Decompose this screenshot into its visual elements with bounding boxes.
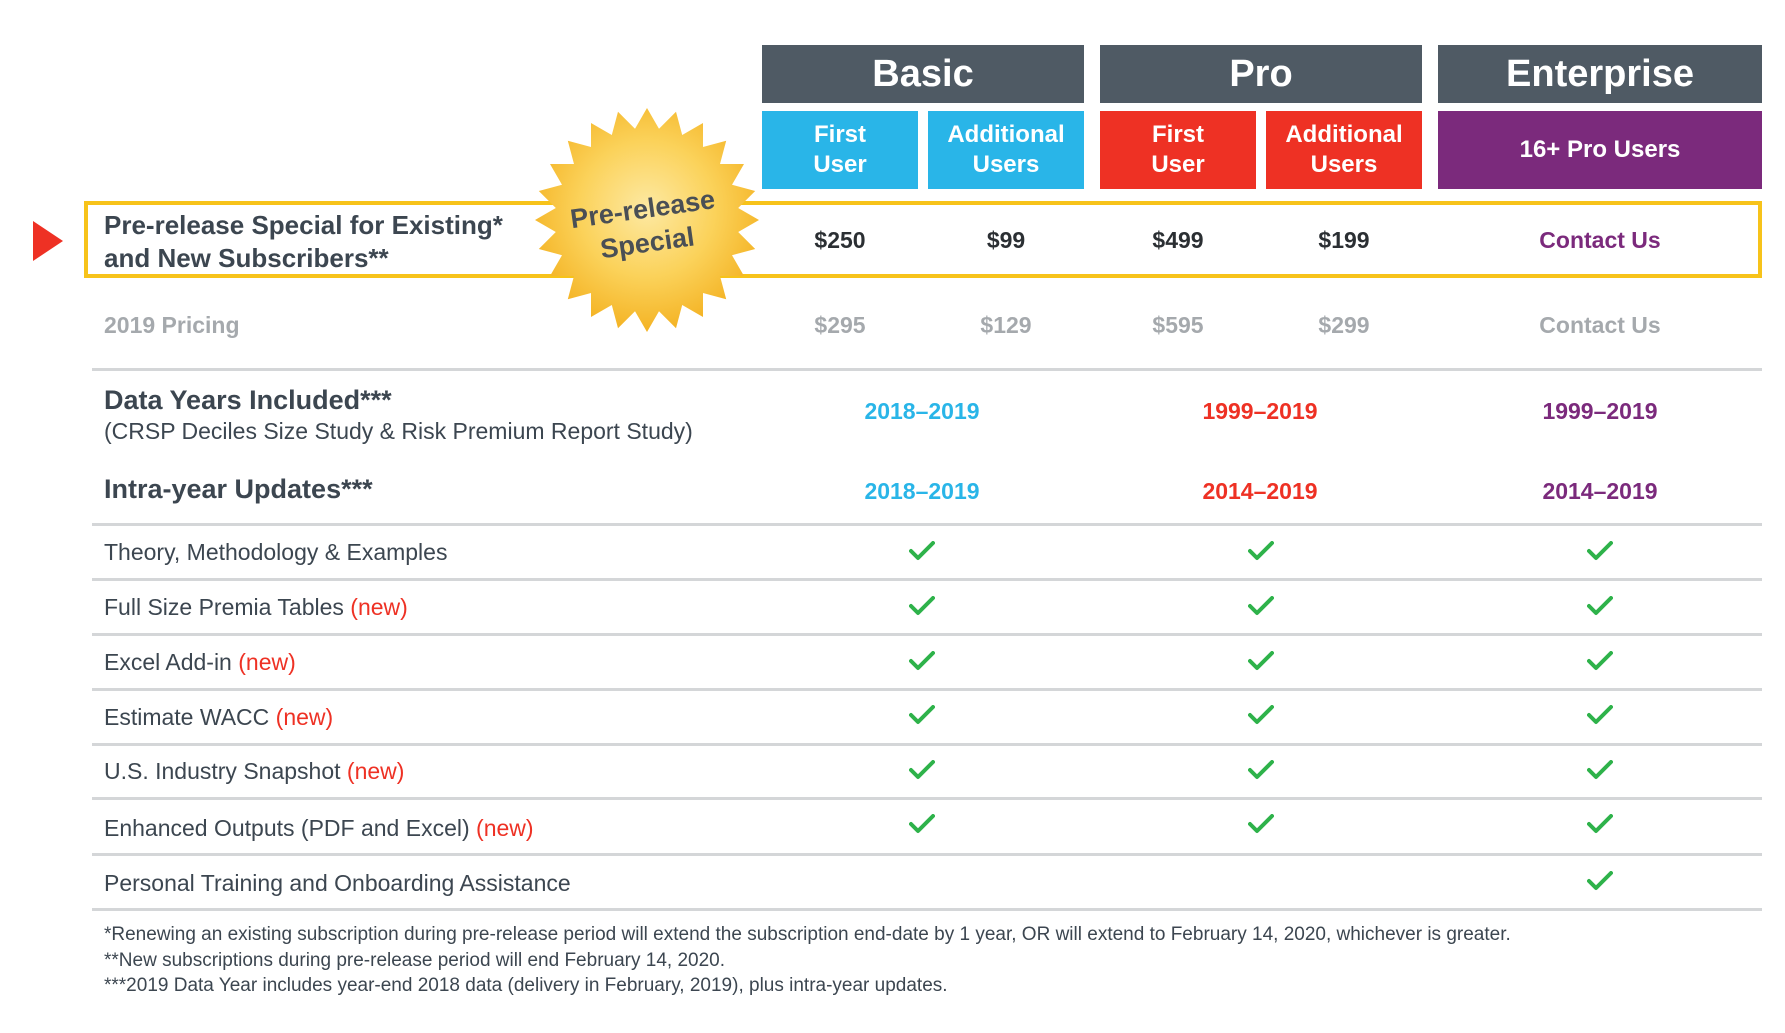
check-icon <box>1587 541 1613 561</box>
special-price-basic-first: $250 <box>814 227 866 253</box>
pricing-2019-basic-additional: $129 <box>980 312 1032 338</box>
check-icon <box>1248 541 1274 561</box>
feature-row-label: Excel Add-in (new) <box>104 649 296 676</box>
feature-name: Personal Training and Onboarding Assista… <box>104 870 571 896</box>
check-icon <box>1587 651 1613 671</box>
intra-year-basic: 2018–2019 <box>864 478 980 504</box>
footnote-3: ***2019 Data Year includes year-end 2018… <box>104 975 948 996</box>
data-years-title: Data Years Included*** <box>104 385 392 415</box>
data-years-enterprise: 1999–2019 <box>1542 398 1658 424</box>
check-icon <box>909 596 935 616</box>
data-years-basic: 2018–2019 <box>864 398 980 424</box>
feature-row-label: Enhanced Outputs (PDF and Excel) (new) <box>104 815 534 842</box>
footnote-2: **New subscriptions during pre-release p… <box>104 950 725 971</box>
tier-header-pro: Pro <box>1100 45 1422 103</box>
check-icon <box>909 760 935 780</box>
new-tag: (new) <box>275 704 334 730</box>
starburst-badge <box>535 108 759 332</box>
basic-additional-users-header: Additional Users <box>928 111 1084 189</box>
intra-year-title: Intra-year Updates*** <box>104 474 373 504</box>
row-divider <box>92 578 1762 581</box>
check-icon <box>1587 705 1613 725</box>
tier-header-basic: Basic <box>762 45 1084 103</box>
section-divider <box>92 368 1762 371</box>
row-divider <box>92 797 1762 800</box>
data-years-subtitle: (CRSP Deciles Size Study & Risk Premium … <box>104 418 693 444</box>
enterprise-sub-header: 16+ Pro Users <box>1438 111 1762 189</box>
special-price-enterprise: Contact Us <box>1539 227 1661 253</box>
check-icon <box>1248 705 1274 725</box>
pricing-2019-enterprise: Contact Us <box>1539 312 1661 338</box>
new-tag: (new) <box>476 815 534 841</box>
check-icon <box>1587 871 1613 891</box>
check-icon <box>1248 596 1274 616</box>
feature-row-label: Theory, Methodology & Examples <box>104 539 447 566</box>
feature-name: Full Size Premia Tables <box>104 594 344 620</box>
check-icon <box>909 705 935 725</box>
pricing-2019-pro-additional: $299 <box>1318 312 1370 338</box>
data-years-pro: 1999–2019 <box>1202 398 1318 424</box>
feature-row-label: Full Size Premia Tables (new) <box>104 594 408 621</box>
special-price-pro-additional: $199 <box>1318 227 1370 253</box>
triangle-pointer-icon <box>33 221 63 261</box>
check-icon <box>909 651 935 671</box>
tier-header-enterprise: Enterprise <box>1438 45 1762 103</box>
feature-divider-top <box>92 523 1762 526</box>
row-divider <box>92 633 1762 636</box>
feature-name: Enhanced Outputs (PDF and Excel) <box>104 815 470 841</box>
check-icon <box>1248 814 1274 834</box>
new-tag: (new) <box>350 594 408 620</box>
row-divider <box>92 688 1762 691</box>
intra-year-enterprise: 2014–2019 <box>1542 478 1658 504</box>
row-divider <box>92 853 1762 856</box>
special-label-line1: Pre-release Special for Existing* <box>104 210 503 240</box>
pro-additional-users-header: Additional Users <box>1266 111 1422 189</box>
footnote-1: *Renewing an existing subscription durin… <box>104 924 1511 945</box>
pricing-2019-basic-first: $295 <box>814 312 866 338</box>
check-icon <box>1248 760 1274 780</box>
special-price-pro-first: $499 <box>1152 227 1204 253</box>
check-icon <box>909 541 935 561</box>
check-icon <box>1248 651 1274 671</box>
basic-first-user-header: First User <box>762 111 918 189</box>
special-price-basic-additional: $99 <box>986 227 1026 253</box>
check-icon <box>1587 814 1613 834</box>
pricing-2019-pro-first: $595 <box>1152 312 1204 338</box>
feature-name: U.S. Industry Snapshot <box>104 758 341 784</box>
check-icon <box>1587 596 1613 616</box>
row-divider <box>92 908 1762 911</box>
row-divider <box>92 743 1762 746</box>
pricing-2019-label: 2019 Pricing <box>104 312 240 338</box>
new-tag: (new) <box>238 649 296 675</box>
check-icon <box>1587 760 1613 780</box>
special-row-label: Pre-release Special for Existing* and Ne… <box>104 209 503 275</box>
feature-row-label: Personal Training and Onboarding Assista… <box>104 870 571 897</box>
feature-row-label: U.S. Industry Snapshot (new) <box>104 758 404 785</box>
feature-name: Theory, Methodology & Examples <box>104 539 448 565</box>
new-tag: (new) <box>346 758 405 784</box>
special-label-line2: and New Subscribers** <box>104 243 389 273</box>
feature-name: Estimate WACC <box>104 704 270 730</box>
pro-first-user-header: First User <box>1100 111 1256 189</box>
feature-row-label: Estimate WACC (new) <box>104 704 333 731</box>
check-icon <box>909 814 935 834</box>
intra-year-pro: 2014–2019 <box>1202 478 1318 504</box>
special-row-highlight <box>84 201 1762 278</box>
feature-name: Excel Add-in <box>104 649 232 675</box>
